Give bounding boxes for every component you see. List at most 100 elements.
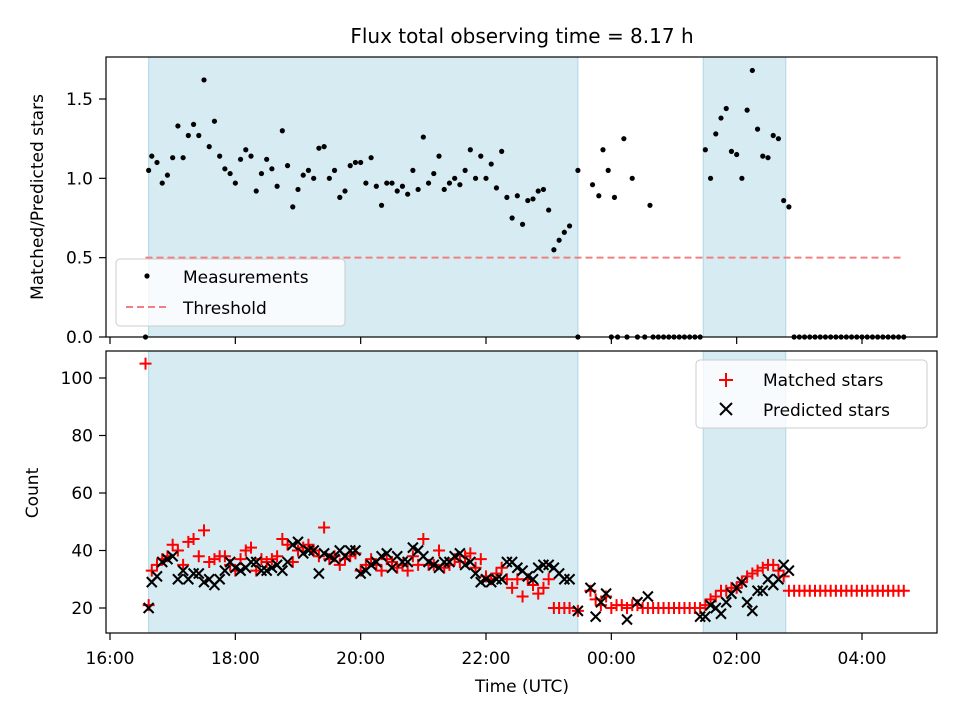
matched-star-point xyxy=(469,561,482,574)
predicted-star-point xyxy=(783,564,795,577)
predicted-star-point xyxy=(266,562,278,574)
matched-star-point xyxy=(741,570,754,583)
measurement-point xyxy=(575,167,581,173)
measurement-point xyxy=(248,153,254,159)
predicted-star-point xyxy=(328,553,341,565)
predicted-star-point xyxy=(344,544,356,557)
bottom-y-tick-label: 100 xyxy=(61,369,93,389)
predicted-star-point xyxy=(407,541,419,554)
measurement-point xyxy=(394,188,400,194)
measurement-point xyxy=(352,159,359,166)
matched-star-point xyxy=(218,550,231,563)
predicted-star-point xyxy=(276,564,289,577)
bottom-legend-box xyxy=(695,359,928,429)
predicted-star-point xyxy=(501,556,513,568)
measurement-point xyxy=(159,180,165,186)
measurement-point xyxy=(781,197,787,204)
legend-measurements-marker xyxy=(144,273,150,279)
top-y-tick-label: 1.0 xyxy=(66,169,93,189)
matched-star-point xyxy=(772,564,785,577)
measurement-point xyxy=(739,175,745,181)
legend-predicted-marker xyxy=(719,402,733,416)
predicted-star-point xyxy=(250,556,262,568)
matched-star-point xyxy=(777,570,790,583)
predicted-star-point xyxy=(375,550,388,562)
predicted-star-point xyxy=(448,550,461,562)
predicted-star-point xyxy=(172,573,184,585)
bottom-x-tick-label: 00:00 xyxy=(587,649,636,669)
predicted-star-point xyxy=(631,596,644,608)
measurement-point xyxy=(483,175,489,181)
predicted-star-point xyxy=(438,556,450,568)
measurement-point xyxy=(765,155,771,161)
predicted-star-point xyxy=(542,559,555,571)
measurement-point xyxy=(180,155,186,161)
measurement-point xyxy=(713,131,719,137)
bottom-y-tick-label: 60 xyxy=(71,484,93,504)
measurement-point xyxy=(621,136,627,142)
matched-star-point xyxy=(537,581,550,594)
predicted-star-point xyxy=(751,585,764,597)
bottom-panel: 20 40 60 80 100 16:00 18:00 20:00 22:00 00:00 02:… xyxy=(23,350,938,697)
predicted-star-point xyxy=(381,547,393,560)
bottom-y-axis-label: Count xyxy=(23,467,43,518)
bottom-axes-frame xyxy=(105,350,938,634)
matched-star-point xyxy=(177,558,190,571)
measurement-point xyxy=(326,175,332,181)
top-axes-frame xyxy=(105,56,938,338)
measurement-point xyxy=(420,134,426,140)
measurement-point xyxy=(410,167,416,173)
measurement-point xyxy=(611,194,618,200)
measurement-point xyxy=(431,170,437,177)
matched-star-point xyxy=(192,550,205,563)
predicted-star-point xyxy=(401,556,414,568)
measurement-point xyxy=(337,194,343,200)
measurement-point xyxy=(754,126,761,132)
predicted-star-point xyxy=(757,585,769,597)
matched-star-point xyxy=(406,550,419,563)
bottom-shaded-region-0 xyxy=(148,350,579,634)
measurement-point xyxy=(217,153,223,159)
matched-star-point xyxy=(417,533,430,545)
matched-star-point xyxy=(615,599,628,612)
predicted-star-point xyxy=(741,596,753,608)
measurement-point xyxy=(274,183,280,189)
matched-star-point xyxy=(542,573,555,586)
matched-star-point xyxy=(208,553,221,566)
measurement-point xyxy=(702,147,708,153)
top-data-marks xyxy=(142,67,907,340)
measurement-point xyxy=(707,175,714,181)
predicted-star-point xyxy=(281,556,294,568)
top-y-axis-label: Matched/Predicted stars xyxy=(28,94,48,300)
measurement-point xyxy=(321,144,327,150)
predicted-star-point xyxy=(245,556,257,568)
legend-measurements-label: Measurements xyxy=(183,268,309,288)
legend-threshold-label: Threshold xyxy=(182,299,267,319)
predicted-star-point xyxy=(704,599,717,611)
predicted-star-point xyxy=(490,573,503,585)
matched-star-point xyxy=(720,584,733,597)
matched-star-point xyxy=(318,521,331,534)
matched-star-point xyxy=(187,533,200,545)
matched-star-point xyxy=(453,556,466,568)
bottom-x-tick-label: 22:00 xyxy=(462,649,511,669)
predicted-star-point xyxy=(307,544,320,557)
predicted-star-point xyxy=(558,573,571,585)
bottom-y-tick-label: 40 xyxy=(71,542,93,562)
measurement-point xyxy=(556,237,562,243)
matched-star-point xyxy=(563,602,576,614)
measurement-point xyxy=(149,153,155,159)
measurement-point xyxy=(493,185,500,191)
matched-star-point xyxy=(605,602,618,614)
predicted-star-point xyxy=(193,567,205,580)
matched-star-point xyxy=(203,556,216,568)
measurement-point xyxy=(164,172,171,178)
measurement-point xyxy=(509,215,515,221)
measurement-point xyxy=(749,67,755,74)
predicted-star-point xyxy=(736,576,748,588)
measurement-point xyxy=(399,183,406,189)
predicted-star-point xyxy=(318,547,330,560)
measurement-point xyxy=(279,128,285,134)
matched-star-point xyxy=(182,535,195,548)
measurement-point xyxy=(462,167,468,173)
